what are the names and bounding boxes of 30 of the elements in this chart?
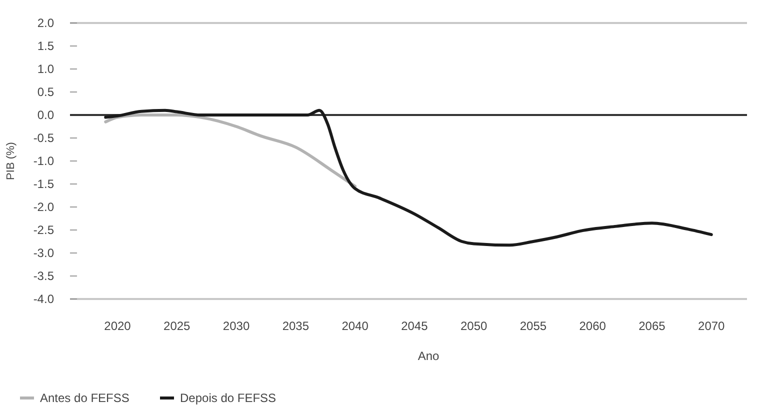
y-tick-label: -2.0 xyxy=(33,200,54,214)
legend-label: Depois do FEFSS xyxy=(180,391,276,406)
x-tick-label: 2020 xyxy=(104,319,132,333)
x-tick-label: 2060 xyxy=(579,319,606,333)
y-tick-label: -2.5 xyxy=(33,223,54,238)
y-tick-label: 2.0 xyxy=(37,16,54,30)
y-axis-title: PIB (%) xyxy=(5,142,17,180)
line-series xyxy=(104,114,357,188)
x-tick-label: 2045 xyxy=(401,319,428,333)
y-tick-label: -1.5 xyxy=(33,177,54,192)
x-tick-label: 2040 xyxy=(342,319,369,333)
y-tick-label: -4.0 xyxy=(33,292,54,306)
x-axis-title: Ano xyxy=(418,349,440,363)
y-tick-label: 0.5 xyxy=(37,85,54,100)
x-tick-label: 2070 xyxy=(698,319,726,333)
y-tick-label: -1.0 xyxy=(33,154,54,168)
x-tick-label: 2035 xyxy=(282,319,310,333)
y-tick-label: -0.5 xyxy=(33,131,54,146)
line-series xyxy=(104,108,713,247)
x-tick-label: 2065 xyxy=(638,319,666,333)
y-tick-label: 1.0 xyxy=(37,62,54,76)
y-tick-label: 0.0 xyxy=(37,108,54,122)
x-tick-label: 2055 xyxy=(520,319,547,333)
y-tick-label: 1.5 xyxy=(37,39,54,54)
legend-label: Antes do FEFSS xyxy=(40,391,130,406)
y-tick-label: -3.0 xyxy=(33,246,54,260)
x-tick-label: 2050 xyxy=(460,319,488,333)
y-tick-label: -3.5 xyxy=(33,269,54,284)
x-tick-label: 2030 xyxy=(222,319,250,333)
x-tick-label: 2025 xyxy=(164,319,191,333)
